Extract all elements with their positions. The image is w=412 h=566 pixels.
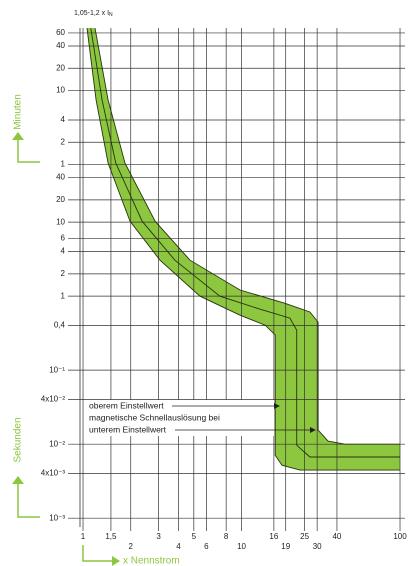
x-tick-label: 2 [129,542,134,551]
y-tick-label: 4x10⁻² [41,395,66,404]
axis-arrowhead [12,132,24,140]
annotations: oberem Einstellwert magnetische Schnella… [86,400,316,436]
annotation: oberem Einstellwert [89,400,164,410]
axis-arrow [17,140,40,163]
x-tick-label: 6 [204,542,209,551]
x-tick-label: 16 [269,532,278,541]
annotation-arrowhead [274,403,280,409]
curve-label-main: 1,05-1,2 x I [74,10,109,17]
y-tick-label: 4 [61,247,66,256]
y-tick-label: 2 [61,137,66,146]
axis-arrow [82,545,112,562]
y-tick-label: 20 [56,63,65,72]
curve-label-subscript: N [109,12,113,18]
axis-arrowhead [112,556,120,566]
y-tick-label: 60 [56,28,65,37]
x-label: x Nennstrom [123,556,180,566]
center-line [90,28,400,458]
x-tick-label: 25 [300,532,309,541]
y-tick-label: 40 [56,41,65,50]
plot-area: 60 40 20 10 4 2 1 40 20 10 6 4 2 1 0,4 10⁻¹ 4x10⁻² 10⁻² 4x… [41,28,407,551]
y-tick-label: 0,4 [54,321,66,330]
x-tick-label: 8 [224,532,229,541]
y-tick-label: 40 [56,173,65,182]
x-tick-label: 3 [156,532,161,541]
x-tick-label: 19 [281,542,290,551]
x-tick-label: 1,5 [105,532,117,541]
y-tick-label: 6 [61,234,66,243]
x-tick-label: 100 [393,532,407,541]
y-tick-label: 10 [56,86,65,95]
y-tick-label: 2 [61,269,66,278]
band-edge [86,28,400,471]
x-tick-label: 10 [237,542,246,551]
y-tick-label: 1 [61,160,66,169]
x-tick-label: 4 [176,542,181,551]
x-tick-label: 40 [332,532,341,541]
annotation-arrowhead [310,427,316,433]
y-label-lower: Sekunden [13,417,24,462]
band-edge [94,28,400,445]
x-tick-label: 1 [81,532,86,541]
y-tick-label: 10⁻¹ [49,365,65,374]
axis-arrowhead [12,476,24,484]
y-tick-label: 1 [61,291,66,300]
annotation: magnetische Schnellauslösung bei [89,412,220,422]
curve-label: 1,05-1,2 x IN [74,10,113,18]
y-tick-label: 20 [56,195,65,204]
y-tick-label: 10⁻³ [49,513,65,522]
y-label-upper: Minuten [13,94,24,130]
x-tick-label: 30 [313,542,322,551]
y-tick-label: 10⁻² [49,439,65,448]
y-tick-label: 4x10⁻³ [41,469,66,478]
y-tick-label: 4 [61,115,66,124]
x-tick-label: 5 [192,532,197,541]
y-tick-label: 10 [56,217,65,226]
axis-arrow [17,484,40,518]
annotation: unterem Einstellwert [89,424,167,434]
